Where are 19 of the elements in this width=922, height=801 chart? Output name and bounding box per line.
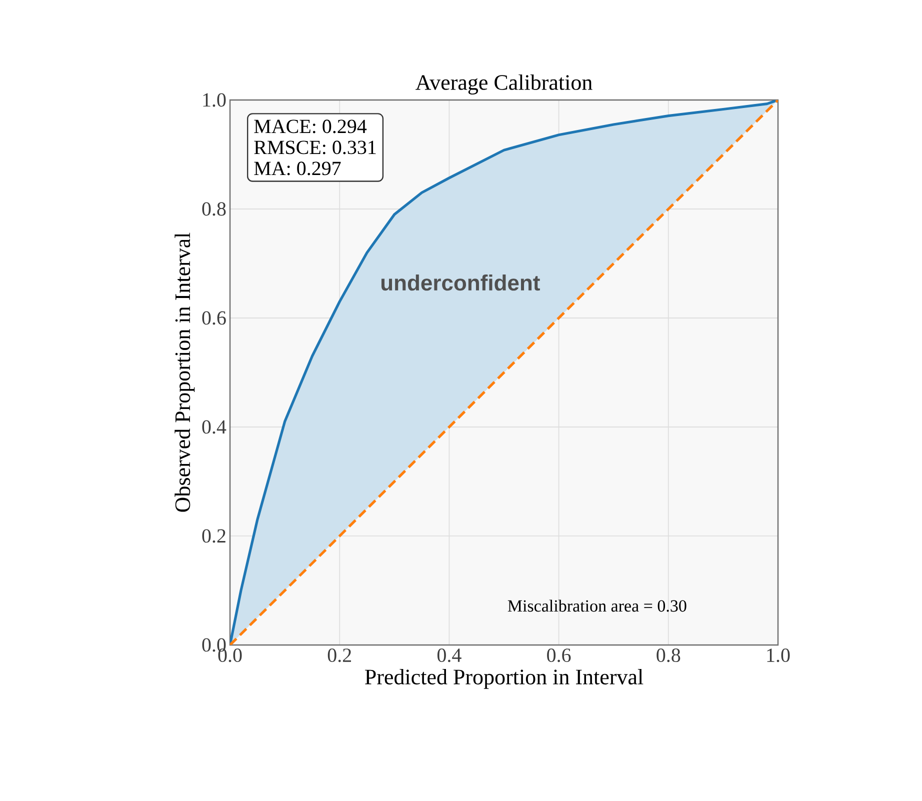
annotation: Miscalibration area = 0.30 xyxy=(508,600,686,612)
y-tick-label: 1.0 xyxy=(203,93,226,107)
y-tick-label: 0.8 xyxy=(202,202,226,216)
x-tick-label: 0.6 xyxy=(547,648,571,662)
annotation: MA: 0.297 xyxy=(254,162,341,176)
y-tick-label: 0.4 xyxy=(202,420,226,434)
x-tick-label: 0.4 xyxy=(437,648,462,662)
y-tick-label: 0.2 xyxy=(202,529,226,543)
x-tick-label: 1.0 xyxy=(767,648,790,662)
y-axis-title: Observed Proportion in Interval xyxy=(174,232,195,512)
x-axis-title: Predicted Proportion in Interval xyxy=(365,668,644,689)
x-tick-label: 0.8 xyxy=(656,648,680,662)
annotation: underconfident xyxy=(381,274,540,291)
y-tick-label: 0.6 xyxy=(202,311,226,325)
annotation: RMSCE: 0.331 xyxy=(254,140,376,154)
line-series xyxy=(230,100,778,645)
chart-title: Average Calibration xyxy=(416,74,592,94)
x-tick-label: 0.2 xyxy=(328,648,351,662)
annotation: MACE: 0.294 xyxy=(254,120,367,134)
